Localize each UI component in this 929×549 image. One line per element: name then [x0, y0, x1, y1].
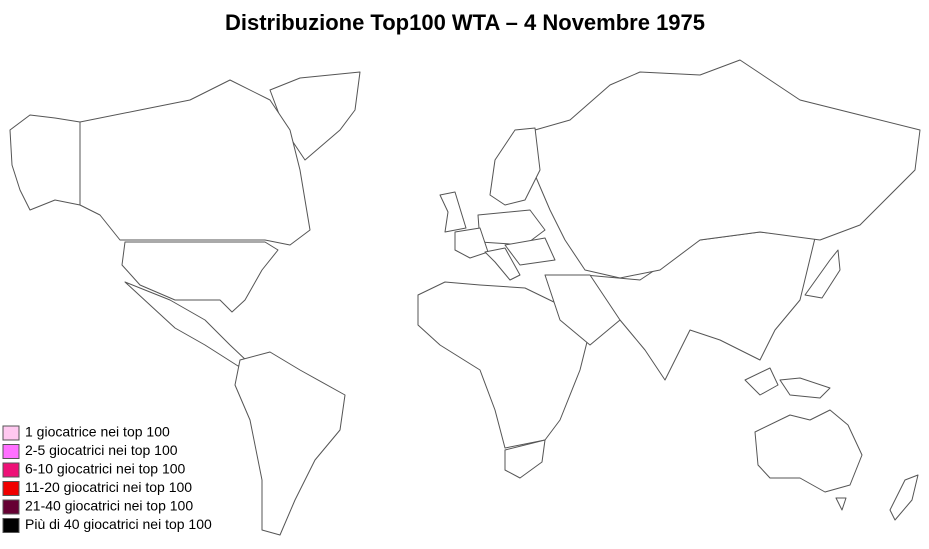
usa	[121, 241, 279, 313]
south-america	[234, 351, 346, 536]
southeast-asia	[779, 377, 831, 399]
legend-swatch	[2, 425, 20, 441]
legend-label: 2-5 giocatrici nei top 100	[25, 442, 178, 458]
japan	[804, 249, 841, 299]
map-title: Distribuzione Top100 WTA – 4 Novembre 19…	[225, 10, 705, 35]
russia	[534, 59, 921, 279]
legend-swatch	[2, 444, 20, 459]
tasmania	[835, 497, 847, 511]
legend-swatch	[2, 499, 20, 515]
canada	[79, 79, 311, 246]
indonesia	[744, 367, 779, 396]
africa	[417, 281, 591, 449]
australia	[754, 409, 863, 493]
legend-swatch	[2, 518, 20, 533]
united-kingdom	[439, 191, 467, 233]
middle-east	[544, 274, 621, 346]
legend-label: 21-40 giocatrici nei top 100	[25, 498, 193, 514]
countries	[9, 59, 921, 536]
legend-swatch	[2, 481, 20, 496]
new-zealand	[889, 474, 919, 521]
scandinavia	[489, 127, 541, 206]
legend-label: 1 giocatrice nei top 100	[25, 424, 170, 440]
legend-label: 11-20 giocatrici nei top 100	[25, 479, 192, 495]
legend-swatch	[2, 462, 20, 478]
legend-label: Più di 40 giocatrici nei top 100	[25, 516, 212, 532]
eastern-europe	[504, 237, 556, 266]
legend: 1 giocatrice nei top 100 2-5 giocatrici n…	[2, 424, 212, 533]
south-africa	[504, 439, 546, 479]
legend-label: 6-10 giocatrici nei top 100	[25, 461, 186, 477]
france	[454, 227, 489, 259]
alaska	[9, 114, 81, 211]
italy	[484, 247, 521, 281]
